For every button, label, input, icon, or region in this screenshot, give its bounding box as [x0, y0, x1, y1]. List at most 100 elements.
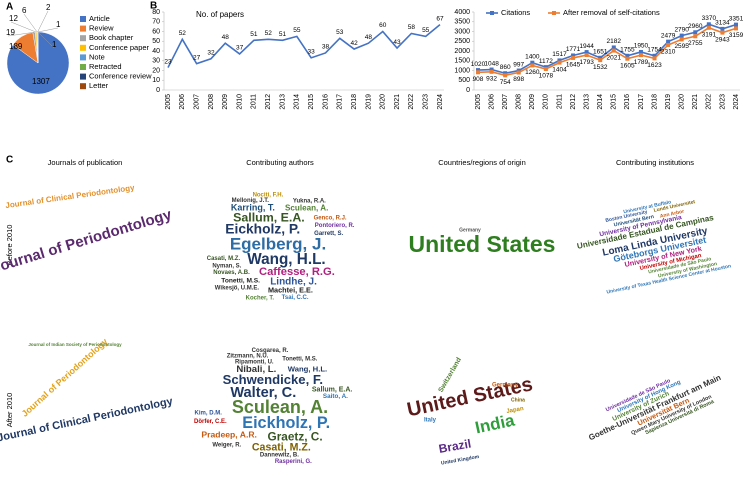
data-marker [625, 56, 630, 61]
cloud-word: Egelberg, J. [230, 234, 326, 253]
cloud-word: Garrett, S. [314, 231, 343, 237]
legend-label: Review [89, 24, 114, 33]
data-label: 3191 [702, 31, 717, 38]
x-tick-label: 2014 [597, 94, 604, 110]
pie-label: 1307 [32, 77, 50, 86]
data-marker [720, 30, 725, 35]
data-label: 32 [207, 50, 215, 57]
legend-swatch [80, 73, 86, 80]
x-tick-label: 2016 [624, 94, 631, 110]
data-marker [543, 66, 548, 71]
cloud-word: Italy [424, 418, 437, 424]
cloud-word: India [473, 410, 516, 437]
data-label: 51 [279, 31, 287, 38]
legend-label: Citations [501, 8, 530, 17]
data-marker [638, 49, 643, 54]
cloud-word: Graetz, C. [268, 429, 323, 443]
data-label: 1260 [525, 69, 540, 76]
x-tick-label: 2013 [279, 94, 286, 110]
data-label: 58 [408, 24, 416, 31]
cloud-word: Pradeep, A.R. [201, 430, 257, 440]
data-label: 52 [179, 30, 187, 37]
data-label: 43 [393, 39, 401, 46]
data-label: 33 [308, 49, 316, 56]
x-tick-label: 2008 [516, 94, 523, 110]
data-marker [611, 45, 616, 50]
cloud-word: Tsai, C.C. [282, 295, 309, 301]
data-marker [530, 63, 535, 68]
y-tick-label: 0 [466, 87, 470, 94]
cloud-word: Journal of Indian Society of Periodontol… [28, 342, 122, 347]
y-tick-label: 500 [458, 77, 470, 84]
data-label: 754 [500, 79, 511, 86]
data-label: 3370 [702, 15, 717, 22]
cloud-word: Ann Arbor [659, 209, 684, 220]
x-tick-label: 2019 [365, 94, 372, 110]
data-marker [503, 73, 508, 78]
cloud-word: Kim, D.M. [195, 410, 223, 416]
data-marker [720, 26, 725, 31]
data-label: 898 [513, 76, 524, 83]
chart-title: No. of papers [196, 10, 244, 19]
data-label: 1400 [525, 53, 540, 60]
word-cloud: Goethe-Universität Frankfurt am MainUniv… [587, 373, 722, 442]
cloud-word: Sculean, A. [232, 397, 328, 417]
cloud-word: Sallum, E.A. [312, 387, 353, 394]
data-label: 1048 [484, 60, 499, 67]
data-marker [706, 22, 711, 27]
data-label: 2943 [715, 36, 730, 43]
x-tick-label: 2012 [570, 94, 577, 110]
cloud-word: Lindhe, J. [270, 276, 317, 287]
cloud-word: Journal of Periodontology [0, 206, 174, 277]
data-marker [706, 25, 711, 30]
y-tick-label: 1000 [454, 67, 470, 74]
legend-swatch [80, 64, 86, 70]
cloud-word: Novaes, A.B. [213, 270, 250, 276]
data-marker [503, 71, 508, 76]
x-tick-label: 2015 [308, 94, 315, 110]
data-marker [584, 53, 589, 58]
cloud-word: Nociti, F.H. [253, 193, 284, 199]
cloud-word: Nyman, S. [212, 263, 241, 269]
word-cloud: Sculean, A.Eickholz, P. Walter, C.Schwend… [194, 348, 352, 465]
data-label: 2595 [674, 43, 689, 50]
data-label: 908 [473, 76, 484, 83]
x-tick-label: 2023 [423, 94, 430, 110]
x-tick-label: 2021 [394, 94, 401, 110]
x-tick-label: 2020 [380, 94, 387, 110]
legend-swatch [80, 25, 86, 32]
pie-label: 19 [6, 28, 15, 37]
legend-marker [552, 11, 556, 15]
data-marker [734, 22, 738, 27]
cloud-word: Casati, M.Z. [207, 256, 241, 262]
leader-line [37, 31, 55, 49]
data-marker [571, 55, 576, 60]
y-tick-label: 2000 [454, 48, 470, 55]
y-tick-label: 3500 [454, 19, 470, 26]
column-header: Contributing authors [246, 158, 314, 167]
pie-label: 1 [52, 40, 57, 49]
data-marker [489, 67, 494, 72]
data-label: 1944 [579, 43, 594, 50]
data-label: 1078 [539, 73, 554, 80]
cloud-word: United Kingdom [441, 454, 481, 467]
x-tick-label: 2018 [351, 94, 358, 110]
legend-label: Conference paper [89, 43, 150, 52]
x-tick-label: 2005 [475, 94, 482, 110]
data-label: 3351 [729, 15, 744, 22]
legend-label: Note [89, 52, 105, 61]
legend-label: After removal of self-citations [563, 8, 660, 17]
word-cloud: Egelberg, J.Wang, H.L. Eickholz, P.Sallum… [207, 193, 355, 302]
data-label: 48 [365, 34, 373, 41]
leader-line [37, 10, 49, 33]
data-label: 2790 [674, 26, 689, 33]
cloud-word: Eickholz, P. [242, 414, 330, 432]
y-tick-label: 4000 [454, 9, 470, 16]
x-tick-label: 2019 [665, 94, 672, 110]
data-marker [666, 42, 671, 47]
data-label: 42 [350, 40, 358, 47]
data-label: 1950 [634, 43, 649, 50]
cloud-word: Karring, T. [231, 202, 275, 212]
